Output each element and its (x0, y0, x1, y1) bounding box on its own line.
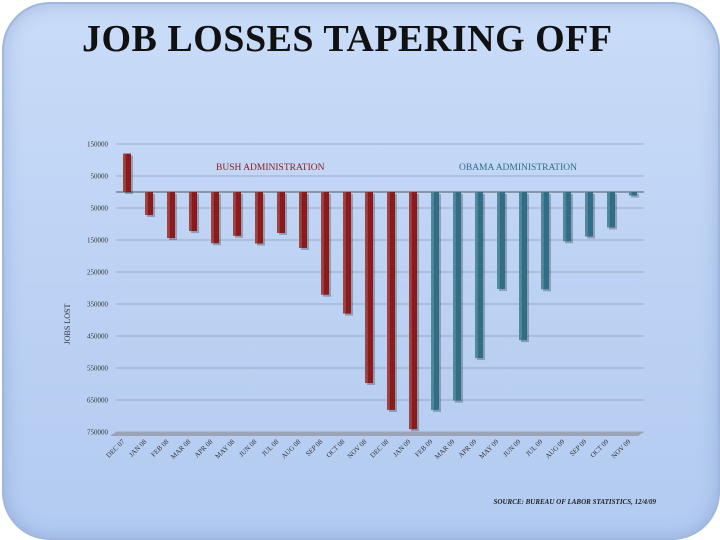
x-tick-label: APR 09 (457, 437, 479, 459)
y-tick-label: 450000 (87, 333, 109, 341)
y-tick-label: 650000 (87, 397, 109, 405)
bar-highlight (343, 192, 346, 314)
bar-highlight (365, 192, 368, 384)
bar-oct-08 (343, 192, 351, 314)
bar-highlight (563, 192, 566, 242)
bar-highlight (277, 192, 280, 233)
chart-floor (110, 432, 644, 436)
y-tick-label: 50000 (91, 173, 109, 181)
bar-aug-09 (563, 192, 571, 242)
x-tick-label: AUG 09 (544, 437, 567, 460)
y-tick-label: 50000 (91, 205, 109, 213)
x-tick-label: NOV 09 (610, 437, 633, 460)
bar-dec-08 (387, 192, 395, 410)
bar-highlight (145, 192, 148, 216)
bar-highlight (475, 192, 478, 359)
x-tick-label: JAN 08 (127, 437, 148, 458)
x-tick-label: JUL 09 (524, 437, 545, 458)
bar-feb-09 (431, 192, 439, 410)
bar-highlight (541, 192, 544, 290)
x-tick-label: JUN 09 (501, 437, 522, 458)
bar-oct-09 (607, 192, 615, 228)
bar-highlight (299, 192, 302, 248)
y-tick-label: 150000 (87, 141, 109, 149)
x-tick-label: MAR 08 (169, 437, 192, 460)
x-tick-label: SEP 08 (304, 437, 325, 458)
bar-highlight (431, 192, 434, 410)
bar-dec-07 (123, 153, 131, 192)
bar-nov-09 (629, 192, 637, 196)
x-tick-label: JUL 08 (260, 437, 281, 458)
y-tick-label: 750000 (87, 429, 109, 437)
bar-may-09 (497, 192, 505, 289)
y-axis-ticks: 150000 50000 50000 150000 250000 350000 450000… (87, 141, 109, 437)
bar-highlight (453, 192, 456, 401)
bar-highlight (409, 192, 412, 430)
bar-mar-08 (189, 192, 197, 232)
bar-mar-09 (453, 192, 461, 401)
bar-highlight (233, 192, 236, 236)
bar-shadow (631, 194, 639, 198)
bar-highlight (189, 192, 192, 232)
bar-highlight (387, 192, 390, 410)
bar-highlight (321, 192, 324, 295)
bar-jul-08 (277, 192, 285, 233)
y-tick-label: 150000 (87, 237, 109, 245)
annotation-obama: OBAMA ADMINISTRATION (459, 163, 577, 173)
x-tick-label: MAY 08 (214, 437, 237, 460)
slide-title: JOB LOSSES TAPERING OFF (82, 18, 613, 60)
bar-jan-08 (145, 192, 153, 216)
x-tick-label: DEC 08 (369, 437, 391, 459)
bar-apr-09 (475, 192, 483, 359)
y-tick-label: 550000 (87, 365, 109, 373)
bar-highlight (629, 192, 632, 196)
job-losses-chart: 150000 50000 50000 150000 250000 350000 450000… (63, 141, 657, 507)
bar-sep-08 (321, 192, 329, 295)
y-axis-label: JOBS LOST (63, 304, 72, 345)
bar-highlight (497, 192, 500, 289)
gridlines (110, 143, 644, 436)
x-tick-label: FEB 09 (413, 437, 434, 458)
x-tick-label: MAR 09 (433, 437, 456, 460)
bars (123, 153, 639, 432)
bar-apr-08 (211, 192, 219, 244)
x-tick-label: OCT 09 (589, 437, 611, 459)
x-tick-label: APR 08 (193, 437, 215, 459)
bar-aug-08 (299, 192, 307, 248)
bar-highlight (255, 192, 258, 244)
bar-jan-09 (409, 192, 417, 430)
x-tick-label: OCT 08 (325, 437, 347, 459)
x-tick-label: JUN 08 (237, 437, 258, 458)
annotation-bush: BUSH ADMINISTRATION (216, 163, 325, 173)
bar-highlight (123, 153, 126, 192)
bar-highlight (519, 192, 522, 341)
bar-jul-09 (541, 192, 549, 290)
bar-highlight (607, 192, 610, 228)
bar-jun-08 (255, 192, 263, 244)
bar-nov-08 (365, 192, 373, 384)
y-tick-label: 250000 (87, 269, 109, 277)
x-tick-label: SEP 09 (568, 437, 589, 458)
bar-sep-09 (585, 192, 593, 237)
bar-feb-08 (167, 192, 175, 239)
bar-highlight (585, 192, 588, 237)
x-tick-label: NOV 08 (346, 437, 369, 460)
x-tick-label: AUG 08 (280, 437, 303, 460)
x-tick-label: DEC 07 (105, 437, 127, 459)
bar-highlight (211, 192, 214, 244)
y-tick-label: 350000 (87, 301, 109, 309)
bar-may-08 (233, 192, 241, 236)
source-note: SOURCE: BUREAU OF LABOR STATISTICS, 12/4… (494, 498, 657, 506)
bar-jun-09 (519, 192, 527, 341)
x-tick-label: FEB 08 (149, 437, 170, 458)
bar-highlight (167, 192, 170, 239)
x-tick-label: JAN 09 (391, 437, 412, 458)
x-tick-label: MAY 09 (478, 437, 501, 460)
